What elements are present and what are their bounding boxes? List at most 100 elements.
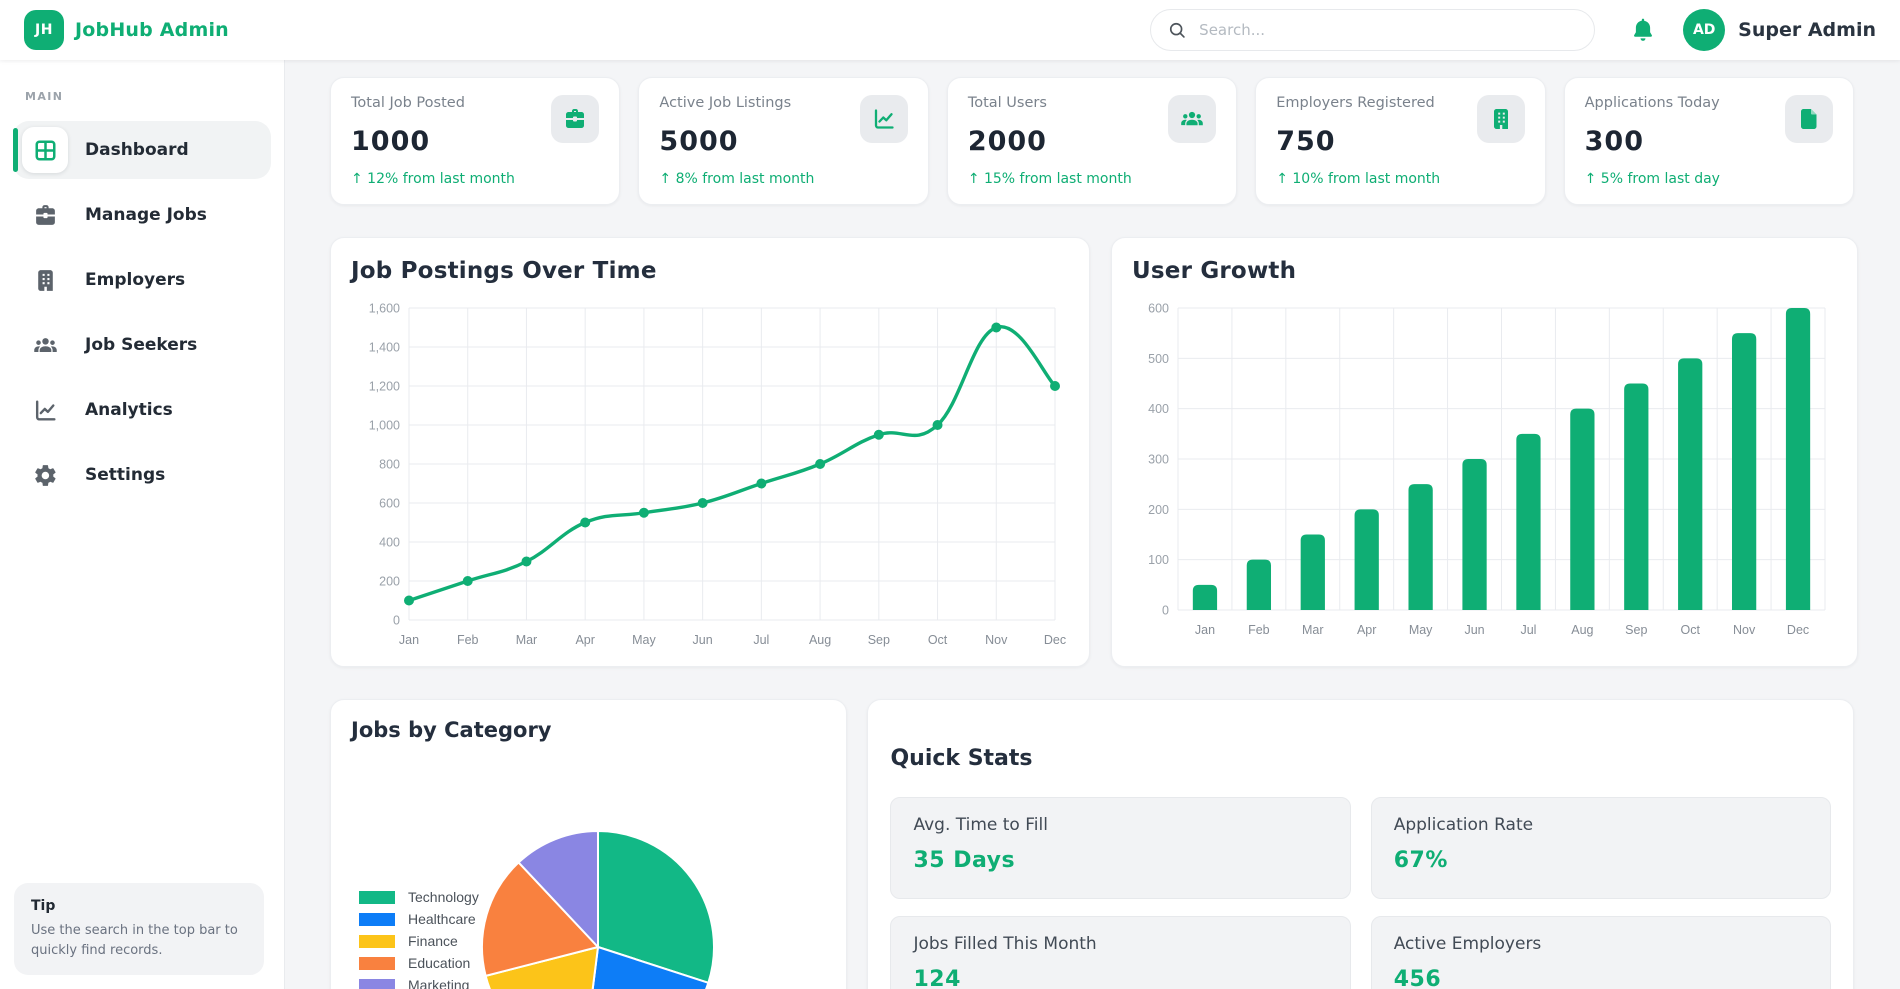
user-growth-chart-card: User Growth 0 100 200 300 400 500 600 Jan Feb Mar…: [1111, 237, 1858, 667]
svg-text:Nov: Nov: [985, 633, 1008, 647]
quick-stat-label: Active Employers: [1393, 934, 1542, 954]
stat-card-applications: Applications Today 300 ↑ 5% from last da…: [1563, 77, 1855, 205]
svg-text:500: 500: [1148, 352, 1169, 366]
svg-text:300: 300: [1148, 453, 1169, 467]
stat-delta: ↑ 12% from last month: [351, 171, 515, 187]
legend-item-technology[interactable]: Technology: [359, 886, 479, 908]
svg-text:Mar: Mar: [516, 633, 538, 647]
user-growth-bar-chart: 0 100 200 300 400 500 600 Jan Feb Mar Apr May Jun Jul…: [1132, 294, 1837, 650]
stat-value: 300: [1584, 125, 1644, 157]
legend-item-finance[interactable]: Finance: [359, 930, 479, 952]
gear-icon: [22, 452, 68, 498]
main-content: Total Job Posted 1000 ↑ 12% from last mo…: [285, 60, 1900, 989]
stat-delta: ↑ 8% from last month: [659, 171, 815, 187]
sidebar-item-label: Employers: [85, 270, 186, 290]
svg-text:Jul: Jul: [753, 633, 769, 647]
stat-value: 5000: [659, 125, 739, 157]
stat-card-active-listings: Active Job Listings 5000 ↑ 8% from last …: [638, 77, 929, 205]
legend-label: Healthcare: [408, 911, 476, 927]
header-actions: AD Super Admin: [1150, 9, 1876, 51]
legend-item-healthcare[interactable]: Healthcare: [359, 908, 479, 930]
svg-text:0: 0: [393, 614, 400, 628]
sidebar-item-dashboard[interactable]: Dashboard: [13, 121, 271, 179]
svg-text:Nov: Nov: [1733, 623, 1756, 637]
sidebar-item-settings[interactable]: Settings: [13, 446, 271, 504]
chart-line-icon: [22, 387, 68, 433]
svg-text:Sep: Sep: [1625, 623, 1647, 637]
stat-label: Employers Registered: [1276, 95, 1435, 111]
svg-text:200: 200: [379, 575, 400, 589]
stat-value: 1000: [351, 125, 431, 157]
tip-box: Tip Use the search in the top bar to qui…: [14, 883, 264, 975]
svg-text:May: May: [1409, 623, 1433, 637]
quick-stat-jobs-filled: Jobs Filled This Month 124: [890, 916, 1351, 989]
quick-stat-label: Jobs Filled This Month: [913, 934, 1097, 954]
svg-text:Sep: Sep: [868, 633, 890, 647]
svg-text:1,200: 1,200: [369, 380, 400, 394]
search-icon: [1170, 22, 1185, 38]
sidebar-item-label: Manage Jobs: [85, 205, 207, 225]
search-input[interactable]: [1199, 21, 1579, 39]
avatar[interactable]: AD: [1683, 9, 1726, 51]
quick-stats-card: Quick Stats Avg. Time to Fill 35 Days Ap…: [867, 699, 1854, 989]
legend-swatch: [359, 956, 395, 970]
sidebar-item-analytics[interactable]: Analytics: [13, 381, 271, 439]
sidebar-item-job-seekers[interactable]: Job Seekers: [13, 316, 271, 374]
notifications-bell-icon[interactable]: [1629, 16, 1657, 44]
svg-text:600: 600: [379, 497, 400, 511]
users-icon: [22, 322, 68, 368]
legend-label: Finance: [408, 933, 458, 949]
svg-text:1,600: 1,600: [369, 302, 400, 316]
top-header: JH JobHub Admin AD Super Admin: [0, 0, 1900, 60]
quick-stat-label: Avg. Time to Fill: [913, 815, 1048, 835]
quick-stats-grid: Avg. Time to Fill 35 Days Application Ra…: [890, 797, 1831, 989]
sidebar: MAIN Dashboard Manage Jobs Employers Job…: [0, 60, 285, 989]
svg-text:Aug: Aug: [1571, 623, 1593, 637]
svg-text:600: 600: [1148, 302, 1169, 316]
legend-label: Technology: [408, 889, 479, 905]
pie-legend: Technology Healthcare Finance Education Mark…: [359, 886, 479, 989]
sidebar-item-employers[interactable]: Employers: [13, 251, 271, 309]
briefcase-icon: [551, 95, 600, 143]
building-icon: [1476, 95, 1525, 143]
svg-text:Apr: Apr: [575, 633, 594, 647]
stat-card-total-users: Total Users 2000 ↑ 15% from last month: [946, 77, 1238, 205]
job-postings-chart-card: Job Postings Over Time Jan Feb Mar Apr May Ju…: [330, 237, 1090, 667]
user-name[interactable]: Super Admin: [1738, 19, 1876, 41]
svg-text:Feb: Feb: [457, 633, 479, 647]
svg-text:Jan: Jan: [1195, 623, 1215, 637]
svg-text:Dec: Dec: [1787, 623, 1809, 637]
chart-title: Jobs by Category: [351, 718, 552, 742]
stat-value: 2000: [967, 125, 1047, 157]
quick-stat-label: Application Rate: [1393, 815, 1534, 835]
svg-text:Mar: Mar: [1302, 623, 1324, 637]
svg-text:0: 0: [1162, 604, 1169, 618]
svg-text:400: 400: [379, 536, 400, 550]
quick-stat-active-employers: Active Employers 456: [1370, 916, 1831, 989]
sidebar-item-label: Job Seekers: [85, 335, 198, 355]
svg-text:Aug: Aug: [809, 633, 831, 647]
legend-swatch: [359, 978, 395, 989]
search-box[interactable]: [1150, 9, 1596, 51]
chart-title: User Growth: [1132, 258, 1297, 284]
stats-row: Total Job Posted 1000 ↑ 12% from last mo…: [330, 77, 1855, 205]
legend-item-education[interactable]: Education: [359, 952, 479, 974]
sidebar-item-label: Analytics: [85, 400, 173, 420]
sidebar-item-manage-jobs[interactable]: Manage Jobs: [13, 186, 271, 244]
charts-row: Job Postings Over Time Jan Feb Mar Apr May Ju…: [330, 237, 1858, 667]
tip-text: Use the search in the top bar to quickly…: [31, 923, 238, 958]
svg-text:Feb: Feb: [1248, 623, 1270, 637]
quick-stat-avg-time-to-fill: Avg. Time to Fill 35 Days: [890, 797, 1351, 899]
quick-stat-value: 456: [1393, 967, 1442, 989]
quick-stat-value: 124: [913, 967, 961, 989]
quick-stat-value: 67%: [1393, 848, 1448, 873]
svg-text:May: May: [632, 633, 656, 647]
sidebar-item-label: Dashboard: [85, 140, 189, 160]
stat-value: 750: [1276, 125, 1336, 157]
svg-text:100: 100: [1148, 553, 1169, 567]
legend-item-marketing[interactable]: Marketing: [359, 974, 479, 989]
briefcase-icon: [22, 192, 68, 238]
svg-text:Apr: Apr: [1357, 623, 1376, 637]
svg-text:Jan: Jan: [399, 633, 419, 647]
stat-delta: ↑ 5% from last day: [1584, 171, 1720, 187]
